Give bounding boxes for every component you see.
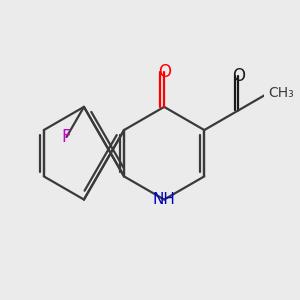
Text: CH₃: CH₃ [268,86,294,100]
Text: O: O [232,67,245,85]
Text: NH: NH [153,192,175,207]
Text: O: O [158,63,171,81]
Text: F: F [62,128,71,146]
